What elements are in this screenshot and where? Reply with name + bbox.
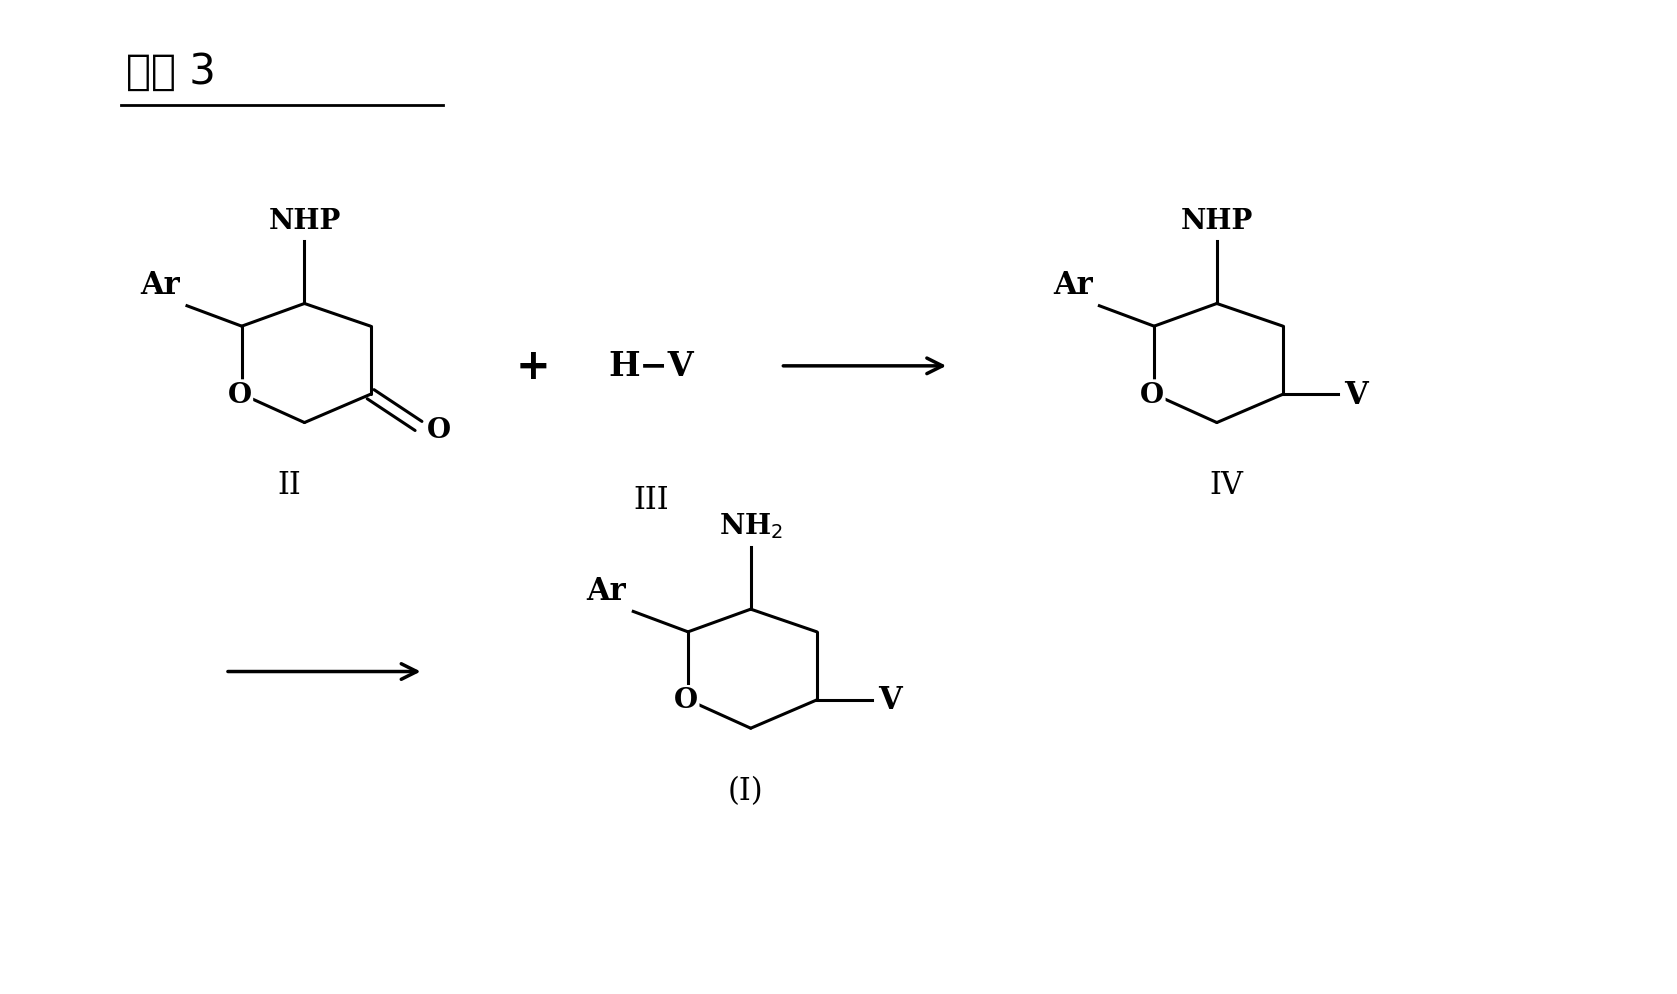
Text: V: V [879,685,902,716]
Text: O: O [228,382,252,409]
Text: III: III [634,485,669,516]
Text: V: V [1345,380,1368,411]
Text: 方案 3: 方案 3 [126,52,216,93]
Text: Ar: Ar [1053,269,1092,301]
Text: O: O [1140,382,1164,409]
Text: NH$_2$: NH$_2$ [719,511,783,541]
Text: O: O [674,687,698,714]
Text: Ar: Ar [141,269,179,301]
Text: Ar: Ar [587,576,627,606]
Text: NHP: NHP [1181,208,1253,235]
Text: +: + [515,346,550,388]
Text: IV: IV [1209,470,1244,501]
Text: O: O [426,416,451,443]
Text: (I): (I) [728,775,763,806]
Text: NHP: NHP [268,208,340,235]
Text: II: II [278,470,302,501]
Text: H−V: H−V [609,350,694,383]
